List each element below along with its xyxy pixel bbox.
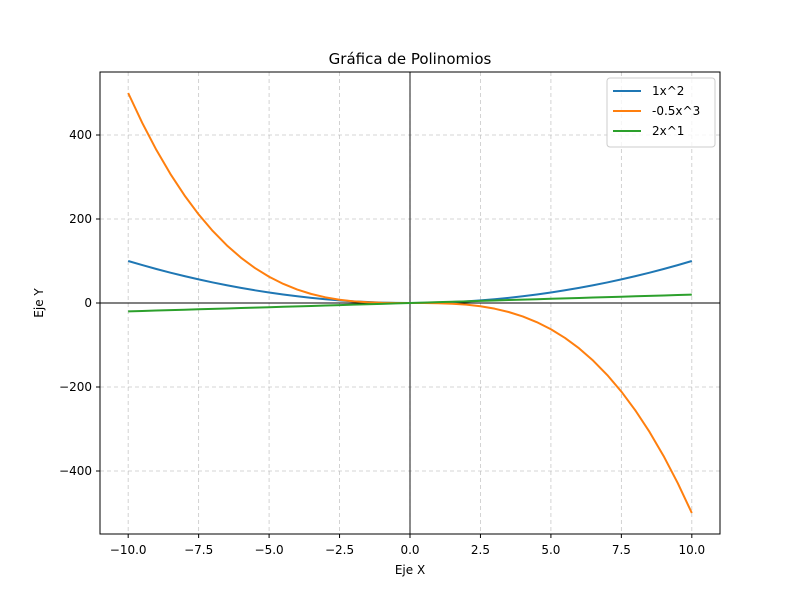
x-axis-ticks: −10.0 −7.5 −5.0 −2.5 0.0 2.5 5.0 7.5 10.0 [110,534,705,557]
x-tick-label: −7.5 [184,543,213,557]
x-tick-label: 5.0 [541,543,560,557]
legend-label-1: -0.5x^3 [652,104,700,118]
y-tick-label: 0 [84,296,92,310]
y-tick-label: 400 [69,128,92,142]
legend-label-0: 1x^2 [652,84,684,98]
x-tick-label: 0.0 [400,543,419,557]
x-tick-label: 2.5 [471,543,490,557]
series-line-2 [128,293,692,313]
x-tick-label: −5.0 [255,543,284,557]
x-tick-label: 10.0 [678,543,705,557]
x-tick-label: −10.0 [110,543,147,557]
legend-box [606,77,716,148]
y-tick-label: −400 [59,464,92,478]
legend: 1x^2 -0.5x^3 2x^1 [606,77,716,148]
chart-title: Gráfica de Polinomios [329,50,492,68]
y-axis-label: Eje Y [32,288,46,318]
y-tick-label: 200 [69,212,92,226]
y-tick-label: −200 [59,380,92,394]
x-axis-label: Eje X [395,563,425,577]
series-lines [127,92,693,514]
legend-label-2: 2x^1 [652,124,684,138]
y-axis-ticks: −400 −200 0 200 400 [59,128,100,478]
x-tick-label: 7.5 [612,543,631,557]
x-tick-label: −2.5 [325,543,354,557]
